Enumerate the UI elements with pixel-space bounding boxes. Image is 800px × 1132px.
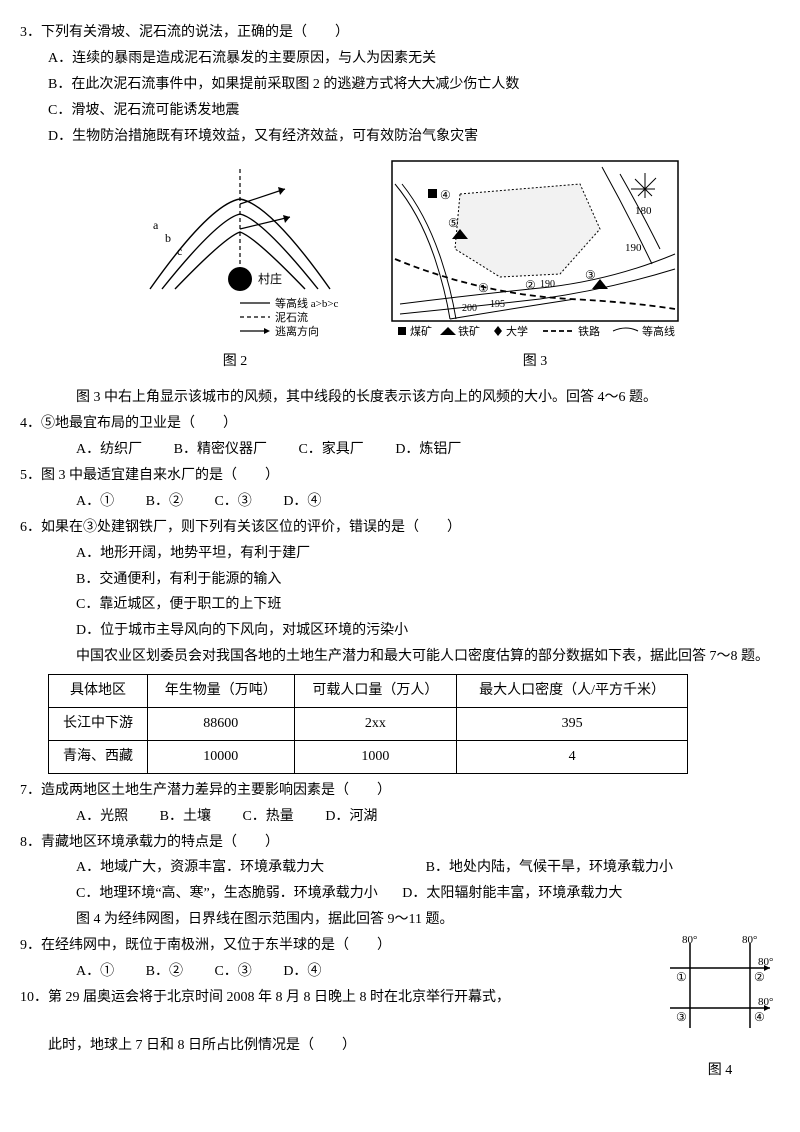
intro-4-6: 图 3 中右上角显示该城市的风频，其中线段的长度表示该方向上的风频的大小。回答 … (20, 385, 780, 411)
fig3-num5: ⑤ (448, 216, 459, 230)
fig3-e190b: 190 (540, 279, 555, 290)
fig4-n1: ① (676, 970, 687, 984)
q6-d: D．位于城市主导风向的下风向，对城区环境的污染小 (20, 618, 780, 644)
q6-stem: 6．如果在③处建钢铁厂，则下列有关该区位的评价，错误的是（ ） (20, 515, 780, 541)
fig3-leg-coal: 煤矿 (410, 325, 432, 338)
fig4-n2: ② (754, 970, 765, 984)
fig3-num3: ③ (585, 268, 596, 282)
q7-c: C．热量 (242, 804, 293, 830)
fig4-lat1: 80° (758, 956, 773, 968)
q8-line2: C．地理环境“高、寒”，生态脆弱．环境承载力小 D．太阳辐射能丰富，环境承载力大 (20, 881, 780, 907)
q3-opt-c: C．滑坡、泥石流可能诱发地震 (20, 98, 780, 124)
fig2-label-a: a (153, 218, 159, 232)
r2c1: 青海、西藏 (49, 740, 148, 773)
fig3-leg-rail: 铁路 (578, 325, 600, 338)
q5-opts: A．① B．② C．③ D．④ (20, 489, 780, 515)
q6-b: B．交通便利，有利于能源的输入 (20, 567, 780, 593)
q5-a: A．① (76, 489, 114, 515)
q5-d: D．④ (283, 489, 321, 515)
q5-c: C．③ (214, 489, 251, 515)
q4-opts: A．纺织厂 B．精密仪器厂 C．家具厂 D．炼铝厂 (20, 437, 780, 463)
fig2-legend-escape: 逃离方向 (275, 324, 319, 338)
q4-a: A．纺织厂 (76, 437, 142, 463)
fig3-e190a: 190 (625, 242, 642, 254)
fig2-village: 村庄 (258, 271, 282, 286)
th2: 年生物量（万吨） (147, 675, 294, 708)
q5-stem: 5．图 3 中最适宜建自来水厂的是（ ） (20, 463, 780, 489)
q3-opt-d: D．生物防治措施既有环境效益，又有经济效益，可有效防治气象灾害 (20, 124, 780, 150)
q9-b: B．② (146, 959, 183, 985)
fig3-e180a: 180 (635, 205, 652, 217)
q7-opts: A．光照 B．土壤 C．热量 D．河湖 (20, 804, 780, 830)
th3: 可载人口量（万人） (294, 675, 457, 708)
q4-b: B．精密仪器厂 (174, 437, 267, 463)
q5-b: B．② (146, 489, 183, 515)
q4-c: C．家具厂 (298, 437, 363, 463)
q7-a: A．光照 (76, 804, 128, 830)
fig4-n3: ③ (676, 1010, 687, 1024)
fig2-label-c: c (177, 244, 182, 258)
r2c4: 4 (457, 740, 688, 773)
th1: 具体地区 (49, 675, 148, 708)
fig4-lon2: 80° (742, 934, 757, 946)
q3-opt-b: B．在此次泥石流事件中，如果提前采取图 2 的逃避方式将大大减少伤亡人数 (20, 72, 780, 98)
fig3-leg-uni: 大学 (506, 324, 528, 338)
intro-9-11: 图 4 为经纬网图，日界线在图示范围内，据此回答 9～11 题。 (20, 907, 780, 933)
q8-d: D．太阳辐射能丰富，环境承载力大 (402, 886, 622, 901)
r2c3: 1000 (294, 740, 457, 773)
fig2-legend-flow: 泥石流 (275, 310, 308, 324)
fig2: a b c 村庄 等高线 a>b>c 泥石流 逃离方向 图 2 (120, 159, 350, 375)
q8-c: C．地理环境“高、寒”，生态脆弱．环境承载力小 (76, 886, 378, 901)
q6-c: C．靠近城区，便于职工的上下班 (20, 592, 780, 618)
q4-d: D．炼铝厂 (395, 437, 461, 463)
q3-stem: 3．下列有关滑坡、泥石流的说法，正确的是（ ） (20, 20, 780, 46)
r1c3: 2xx (294, 708, 457, 741)
fig3-num1: ① (478, 281, 489, 295)
fig4-n4: ④ (754, 1010, 765, 1024)
th4: 最大人口密度（人/平方千米） (457, 675, 688, 708)
q7-stem: 7．造成两地区土地生产潜力差异的主要影响因素是（ ） (20, 778, 780, 804)
fig3-caption: 图 3 (390, 349, 680, 375)
q9-c: C．③ (214, 959, 251, 985)
fig2-caption: 图 2 (120, 349, 350, 375)
fig3: ④ ⑤ ① ② ③ 180 190 190 195 200 (390, 159, 680, 375)
r1c4: 395 (457, 708, 688, 741)
q6-a: A．地形开阔，地势平坦，有利于建厂 (20, 541, 780, 567)
fig4-lat2: 80° (758, 996, 773, 1008)
figures-2-3: a b c 村庄 等高线 a>b>c 泥石流 逃离方向 图 2 (20, 159, 780, 375)
q8-line1: A．地域广大，资源丰富．环境承载力大 B．地处内陆，气候干旱，环境承载力小 (20, 855, 780, 881)
q8-b: B．地处内陆，气候干旱，环境承载力小 (426, 860, 673, 875)
q4-stem: 4．⑤地最宜布局的卫业是（ ） (20, 411, 780, 437)
fig3-e200: 200 (462, 303, 477, 314)
fig3-num2: ② (525, 278, 536, 292)
fig4: 80° 80° 80° 80° ① ② ③ ④ 图 4 (660, 933, 780, 1084)
q8-stem: 8．青藏地区环境承载力的特点是（ ） (20, 830, 780, 856)
intro-7-8: 中国农业区划委员会对我国各地的土地生产潜力和最大可能人口密度估算的部分数据如下表… (20, 644, 780, 670)
fig3-leg-contour: 等高线 (642, 324, 675, 338)
fig3-e195: 195 (490, 299, 505, 310)
fig4-caption: 图 4 (660, 1058, 780, 1084)
q7-d: D．河湖 (325, 804, 377, 830)
fig2-legend-contour: 等高线 a>b>c (275, 296, 339, 310)
q7-b: B．土壤 (160, 804, 211, 830)
r1c1: 长江中下游 (49, 708, 148, 741)
r1c2: 88600 (147, 708, 294, 741)
fig2-label-b: b (165, 231, 171, 245)
r2c2: 10000 (147, 740, 294, 773)
fig3-leg-iron: 铁矿 (458, 325, 480, 338)
q8-a: A．地域广大，资源丰富．环境承载力大 (76, 860, 324, 875)
q9-d: D．④ (283, 959, 321, 985)
data-table: 具体地区 年生物量（万吨） 可载人口量（万人） 最大人口密度（人/平方千米） 长… (48, 674, 688, 774)
q3-opt-a: A．连续的暴雨是造成泥石流暴发的主要原因，与人为因素无关 (20, 46, 780, 72)
fig4-lon1: 80° (682, 934, 697, 946)
q9-a: A．① (76, 959, 114, 985)
fig3-num4: ④ (440, 188, 451, 202)
